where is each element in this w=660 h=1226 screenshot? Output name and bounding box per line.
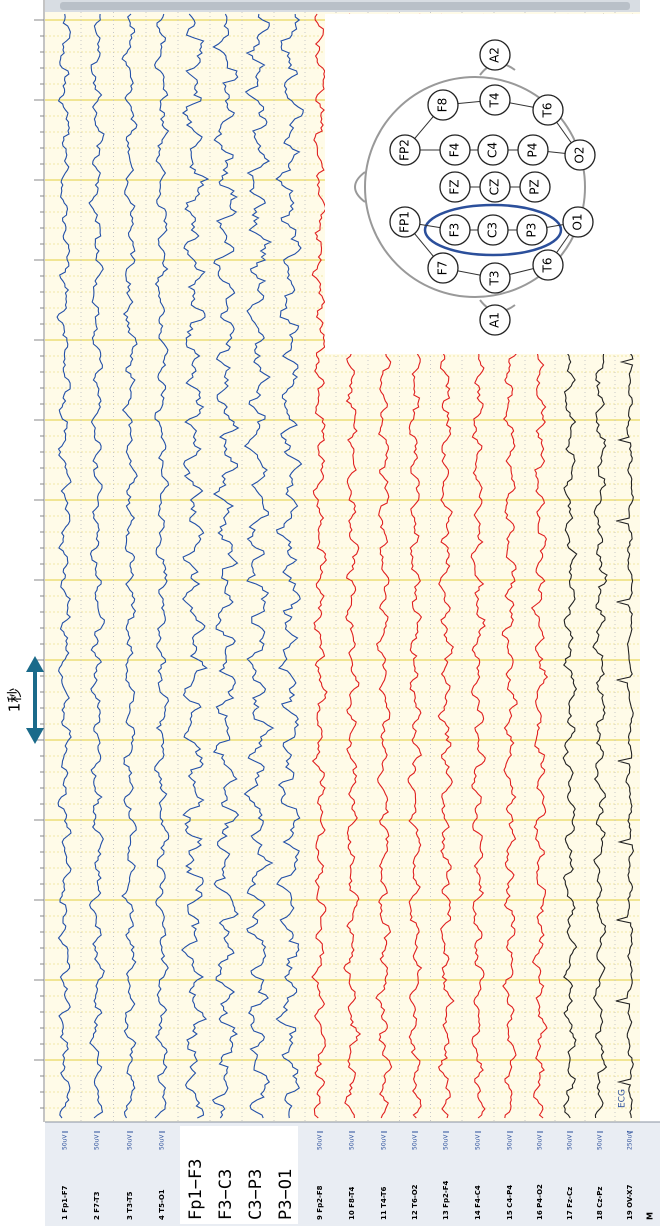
footer-label: M bbox=[646, 1212, 655, 1220]
channel-scale: 50uV bbox=[412, 1134, 419, 1150]
channel-label: 16 P4-O2 bbox=[536, 1184, 544, 1220]
channel-label: 17 Fz-Cz bbox=[566, 1187, 574, 1220]
channel-label: 10 F8-T4 bbox=[348, 1187, 356, 1220]
electrode-label: A1 bbox=[488, 312, 502, 328]
time-axis bbox=[0, 0, 44, 1226]
electrode-label: P4 bbox=[526, 143, 540, 158]
channel-scale: 50uV bbox=[567, 1134, 574, 1150]
electrode-label: PZ bbox=[528, 179, 542, 194]
electrode-label: F8 bbox=[436, 98, 450, 113]
electrode-label: O2 bbox=[573, 146, 587, 163]
channel-scale: 50uV bbox=[127, 1134, 134, 1150]
channel-label: 3 T3-T5 bbox=[126, 1191, 134, 1220]
channel-scale: 250uV bbox=[627, 1130, 634, 1150]
electrode-label: T6 bbox=[541, 103, 555, 119]
electrode-label: T3 bbox=[488, 271, 502, 287]
electrode-label: T6 bbox=[541, 258, 555, 274]
electrode-label: T4 bbox=[488, 93, 502, 109]
electrode-label: FP1 bbox=[398, 211, 412, 233]
channel-scale: 50uV bbox=[317, 1134, 324, 1150]
electrode-label: FZ bbox=[448, 179, 462, 194]
channel-scale: 50uV bbox=[597, 1134, 604, 1150]
electrode-label: O1 bbox=[571, 213, 585, 230]
channel-label: 18 Cz-Pz bbox=[596, 1187, 604, 1221]
electrode-label: CZ bbox=[488, 179, 502, 196]
time-marker: 1秒 bbox=[6, 688, 24, 713]
channel-scale: 50uV bbox=[475, 1134, 482, 1150]
ecg-label: ECG bbox=[618, 1089, 628, 1108]
electrode-label: F7 bbox=[436, 261, 450, 276]
channel-label: 14 F4-C4 bbox=[474, 1185, 482, 1220]
electrode-label: F4 bbox=[448, 143, 462, 158]
channel-scale: 50uV bbox=[443, 1134, 450, 1150]
electrode-label: C3 bbox=[486, 222, 500, 238]
channel-label: 4 T5-O1 bbox=[158, 1189, 166, 1220]
channel-scale: 50uV bbox=[507, 1134, 514, 1150]
overlay-label: C3−P3 bbox=[246, 1169, 266, 1220]
channel-label: 9 Fp2-F8 bbox=[316, 1185, 324, 1220]
channel-label: 19 OV-X7 bbox=[626, 1184, 634, 1220]
overlay-label: F3−C3 bbox=[216, 1169, 236, 1220]
channel-label: 13 Fp2-F4 bbox=[442, 1180, 450, 1220]
channel-scale: 50uV bbox=[381, 1134, 388, 1150]
channel-scale: 50uV bbox=[349, 1134, 356, 1150]
electrode-label: C4 bbox=[486, 142, 500, 158]
channel-label: 1 Fp1-F7 bbox=[61, 1185, 69, 1220]
channel-scale: 50uV bbox=[94, 1134, 101, 1150]
electrode-label: P3 bbox=[525, 223, 539, 238]
channel-scale: 50uV bbox=[159, 1134, 166, 1150]
scroll-thumb[interactable] bbox=[60, 2, 630, 10]
eeg-screen: A2 F8 T4 FP2 F4 C4 P4 T6 O2 FZ CZ PZ FP1 F3 C3 P3 O1 F7 T3… bbox=[0, 0, 660, 1226]
electrode-label: A2 bbox=[488, 47, 502, 63]
channel-label: 11 T4-T6 bbox=[380, 1187, 388, 1220]
electrode-label: F3 bbox=[448, 223, 462, 238]
channel-scale: 50uV bbox=[62, 1134, 69, 1150]
channel-label: 2 F7-T3 bbox=[93, 1191, 101, 1220]
electrode-label: FP2 bbox=[398, 139, 412, 161]
channel-label: 15 C4-P4 bbox=[506, 1185, 514, 1220]
channel-label: 12 T6-O2 bbox=[411, 1184, 419, 1220]
overlay-label: P3−O1 bbox=[276, 1169, 296, 1220]
overlay-label: Fp1−F3 bbox=[186, 1159, 206, 1220]
channel-scale: 50uV bbox=[537, 1134, 544, 1150]
